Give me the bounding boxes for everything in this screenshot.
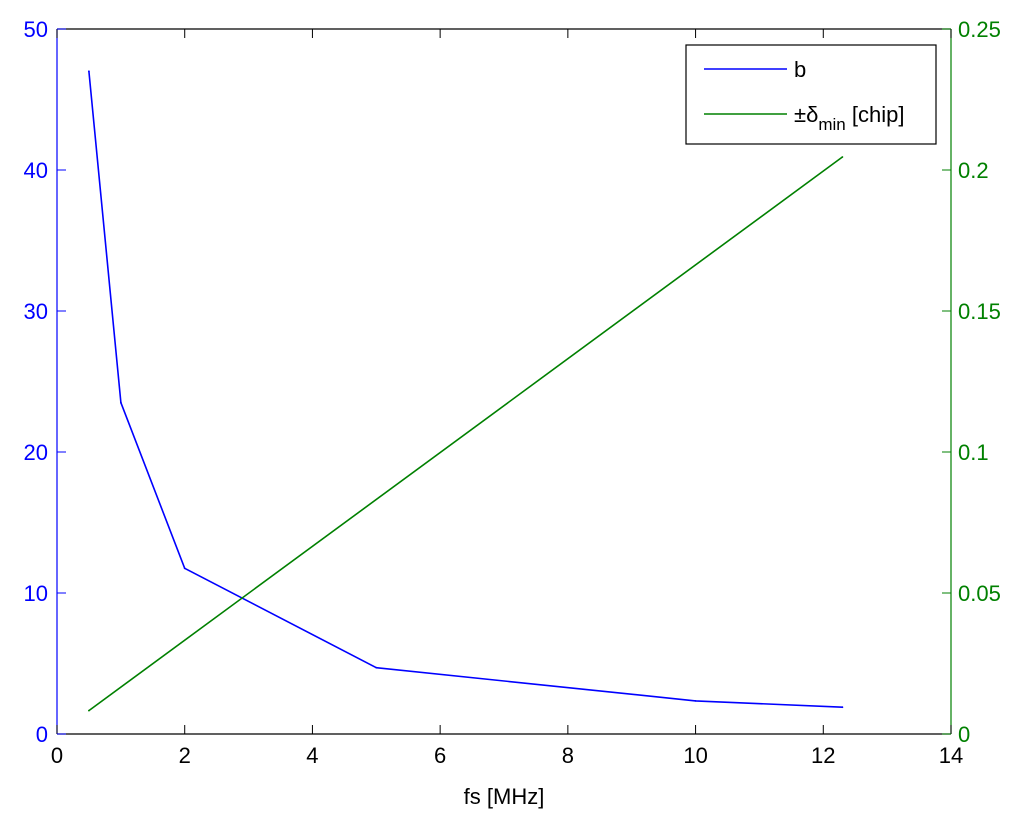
x-tick-label: 10: [683, 743, 707, 768]
left-y-tick-label: 40: [24, 158, 48, 183]
axes-layer: 0 2 4 6 8 10 12 140102030405000.050.10.150.20.2…: [24, 17, 1001, 768]
data-point-b-5: [841, 706, 844, 709]
data-point-b-3: [375, 666, 378, 669]
x-tick-label: 8: [562, 743, 574, 768]
legend-label-delta-tail: [chip]: [846, 102, 905, 127]
x-tick-label: 4: [306, 743, 318, 768]
x-tick-label: 12: [811, 743, 835, 768]
left-y-tick-label: 0: [36, 722, 48, 747]
right-y-tick-label: 0.2: [958, 158, 989, 183]
right-y-tick-label: 0.15: [958, 299, 1001, 324]
data-point-b-4: [694, 700, 697, 702]
data-point-b-2: [183, 567, 186, 570]
left-y-tick-label: 50: [24, 17, 48, 42]
x-tick-label: 0: [51, 743, 63, 768]
data-point-b-1: [120, 401, 122, 404]
plot-background: [57, 29, 951, 734]
legend-label-b: b: [794, 57, 806, 82]
x-tick-label: 6: [434, 743, 446, 768]
data-point-b-0: [88, 70, 90, 73]
data-point-delta-min-1: [841, 156, 844, 158]
legend-box: [685, 44, 937, 145]
right-y-tick-label: 0: [958, 722, 970, 747]
legend: b ±δmin [chip]: [685, 44, 937, 145]
right-y-tick-label: 0.05: [958, 581, 1001, 606]
series-line-b: [88, 71, 843, 708]
right-y-tick-label: 0.1: [958, 440, 989, 465]
data-point-delta-min-0: [88, 709, 90, 712]
legend-label-delta-subscript: min: [818, 115, 845, 134]
x-axis-label: fs [MHz]: [464, 784, 545, 809]
legend-label-delta-main: ±δ: [794, 102, 818, 127]
x-tick-label: 2: [179, 743, 191, 768]
series-line-delta-min: [88, 156, 843, 712]
x-tick-label: 14: [939, 743, 963, 768]
series-layer: [88, 70, 844, 712]
legend-label-delta-min: ±δmin [chip]: [794, 102, 904, 134]
left-y-tick-label: 30: [24, 299, 48, 324]
left-y-tick-label: 20: [24, 440, 48, 465]
left-y-tick-label: 10: [24, 581, 48, 606]
right-y-tick-label: 0.25: [958, 17, 1001, 42]
